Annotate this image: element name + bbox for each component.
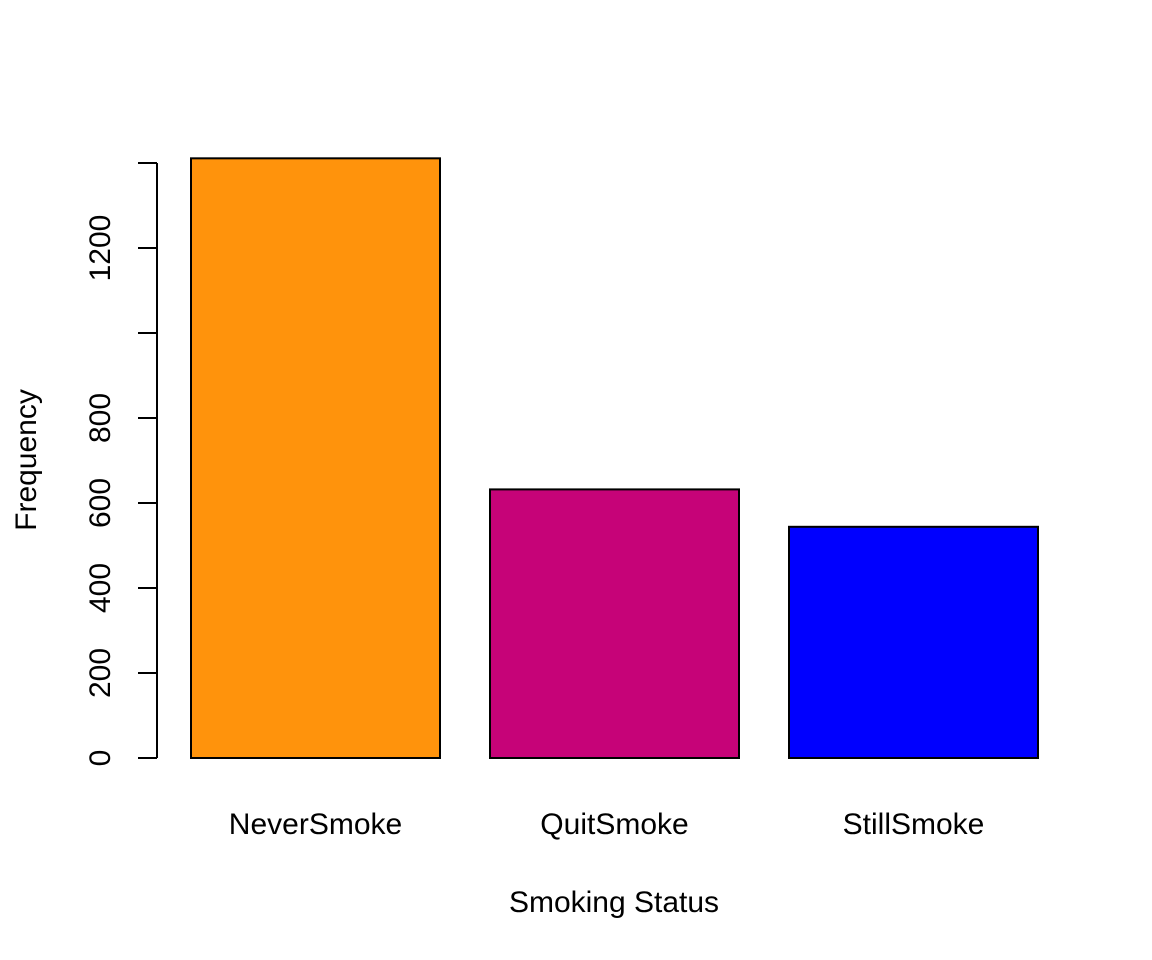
bars-group	[190, 157, 1039, 759]
y-tick-label: 0	[84, 750, 117, 767]
y-tick-label: 800	[84, 393, 117, 443]
y-tick-label: 600	[84, 478, 117, 528]
x-tick-label: QuitSmoke	[540, 808, 688, 841]
y-axis: 0 200 400 600 800 1200	[84, 162, 158, 767]
x-tick-label: NeverSmoke	[229, 808, 402, 841]
y-tick-label: 400	[84, 563, 117, 613]
x-axis-labels: NeverSmoke QuitSmoke StillSmoke	[229, 808, 985, 841]
y-tick-label: 200	[84, 648, 117, 698]
y-tick-label: 1200	[84, 215, 117, 282]
bar-quitsmoke	[489, 488, 740, 759]
bar-stillsmoke	[788, 525, 1039, 759]
y-axis-title: Frequency	[10, 389, 43, 531]
x-axis-title: Smoking Status	[509, 886, 719, 919]
bar-neversmoke	[190, 157, 441, 759]
x-tick-label: StillSmoke	[843, 808, 985, 841]
